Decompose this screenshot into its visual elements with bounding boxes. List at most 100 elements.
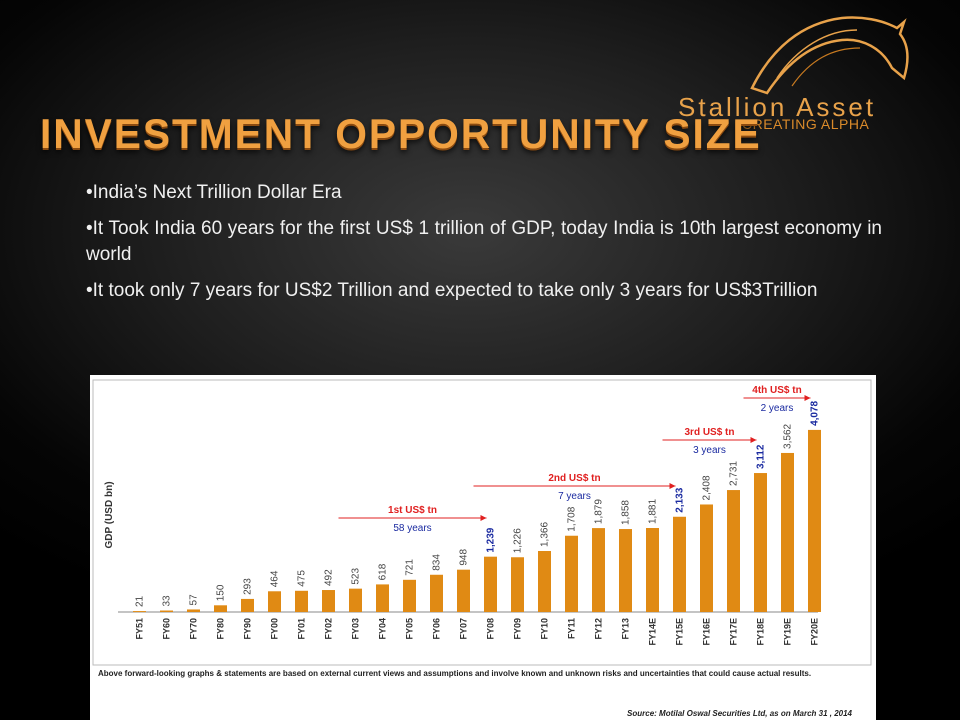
annotation-subtitle: 3 years [693,445,726,456]
bar [538,551,551,612]
x-tick-label: FY04 [378,618,388,640]
bar [160,610,173,612]
chart-disclaimer: Above forward-looking graphs & statement… [98,669,812,678]
annotation-arrow-head [804,395,811,401]
bar-value-label: 2,408 [702,475,713,500]
x-tick-label: FY11 [567,618,577,639]
bar-value-label: 4,078 [810,400,821,425]
x-tick-label: FY00 [270,618,280,640]
bar [187,609,200,612]
gdp-chart: GDP (USD bn) 21 FY51 33 FY60 57 FY70 150 FY80 293… [90,375,876,720]
bar [322,590,335,612]
bar-value-label: 475 [297,570,308,587]
bar [430,574,443,612]
x-tick-label: FY19E [783,618,793,646]
bar-value-label: 721 [405,559,416,576]
bar-value-label: 33 [162,595,173,607]
bar-value-label: 150 [216,584,227,601]
x-tick-label: FY15E [675,618,685,646]
x-tick-label: FY03 [351,618,361,640]
bar [403,579,416,612]
bar [349,588,362,612]
bullet-item: India’s Next Trillion Dollar Era [86,180,882,206]
x-tick-label: FY17E [729,618,739,646]
annotation-title: 4th US$ tn [752,385,801,396]
bar-value-label: 1,708 [567,506,578,531]
bar-value-label: 948 [459,549,470,566]
bar-value-label: 1,239 [486,527,497,552]
x-tick-label: FY16E [702,618,712,646]
stallion-asset-logo: Stallion Asset CREATING ALPHA [672,8,952,132]
bar [376,584,389,612]
x-tick-label: FY08 [486,618,496,640]
bar-value-label: 3,112 [756,444,767,469]
annotation-subtitle: 2 years [761,403,794,414]
x-tick-label: FY51 [135,618,145,640]
bar-value-label: 1,881 [648,499,659,524]
bar-value-label: 1,879 [594,499,605,524]
bar-value-label: 3,562 [783,423,794,448]
bar [484,556,497,612]
bullet-item: It took only 7 years for US$2 Trillion a… [86,278,882,304]
x-tick-label: FY01 [297,618,307,640]
bar-value-label: 57 [189,594,200,606]
x-tick-label: FY06 [432,618,442,640]
annotation-title: 2nd US$ tn [548,473,600,484]
bar-value-label: 293 [243,578,254,595]
bar [808,429,821,612]
x-tick-label: FY12 [594,618,604,640]
x-tick-label: FY90 [243,618,253,640]
bar-value-label: 523 [351,568,362,585]
bar [700,504,713,612]
x-tick-label: FY80 [216,618,226,640]
y-axis-label: GDP (USD bn) [104,481,115,548]
bar [511,557,524,612]
x-tick-label: FY10 [540,618,550,640]
x-tick-label: FY14E [648,618,658,646]
bar [592,528,605,612]
page-title: INVESTMENT OPPORTUNITY SIZE [40,110,762,157]
x-tick-label: FY20E [810,618,820,646]
bar-value-label: 1,226 [513,528,524,553]
x-tick-label: FY13 [621,618,631,640]
bar-value-label: 464 [270,570,281,587]
bar [754,473,767,612]
annotation-title: 1st US$ tn [388,505,437,516]
x-tick-label: FY18E [756,618,766,646]
gdp-bar-chart: GDP (USD bn) 21 FY51 33 FY60 57 FY70 150 FY80 293… [92,379,872,666]
chart-frame [92,379,872,666]
bar [295,590,308,612]
bar [646,528,659,612]
bullet-list: India’s Next Trillion Dollar Era It Took… [86,180,882,314]
horse-head-icon [750,16,909,95]
bar-value-label: 834 [432,554,443,571]
bar-value-label: 2,133 [675,487,686,512]
brand-tagline: CREATING ALPHA [742,116,870,132]
bar [133,611,146,613]
x-tick-label: FY60 [162,618,172,640]
bar-value-label: 1,366 [540,522,551,547]
annotation-title: 3rd US$ tn [684,427,734,438]
x-tick-label: FY07 [459,618,469,640]
bar [781,452,794,612]
bar [268,591,281,612]
bar [727,490,740,612]
x-tick-label: FY02 [324,618,334,640]
bar [241,598,254,612]
bar [619,529,632,612]
brand-name: Stallion Asset [678,92,877,122]
bar-value-label: 618 [378,563,389,580]
annotation-subtitle: 7 years [558,491,591,502]
bullet-item: It Took India 60 years for the first US$… [86,216,882,268]
chart-source: Source: Motilal Oswal Securities Ltd, as… [627,709,852,718]
bar-value-label: 21 [135,596,146,608]
annotation-subtitle: 58 years [393,523,431,534]
bar [457,569,470,612]
bar [565,535,578,612]
bar [214,605,227,612]
x-tick-label: FY05 [405,618,415,640]
bar-value-label: 2,731 [729,461,740,486]
annotation-arrow-head [669,483,676,489]
x-tick-label: FY09 [513,618,523,640]
annotation-arrow-head [750,437,757,443]
